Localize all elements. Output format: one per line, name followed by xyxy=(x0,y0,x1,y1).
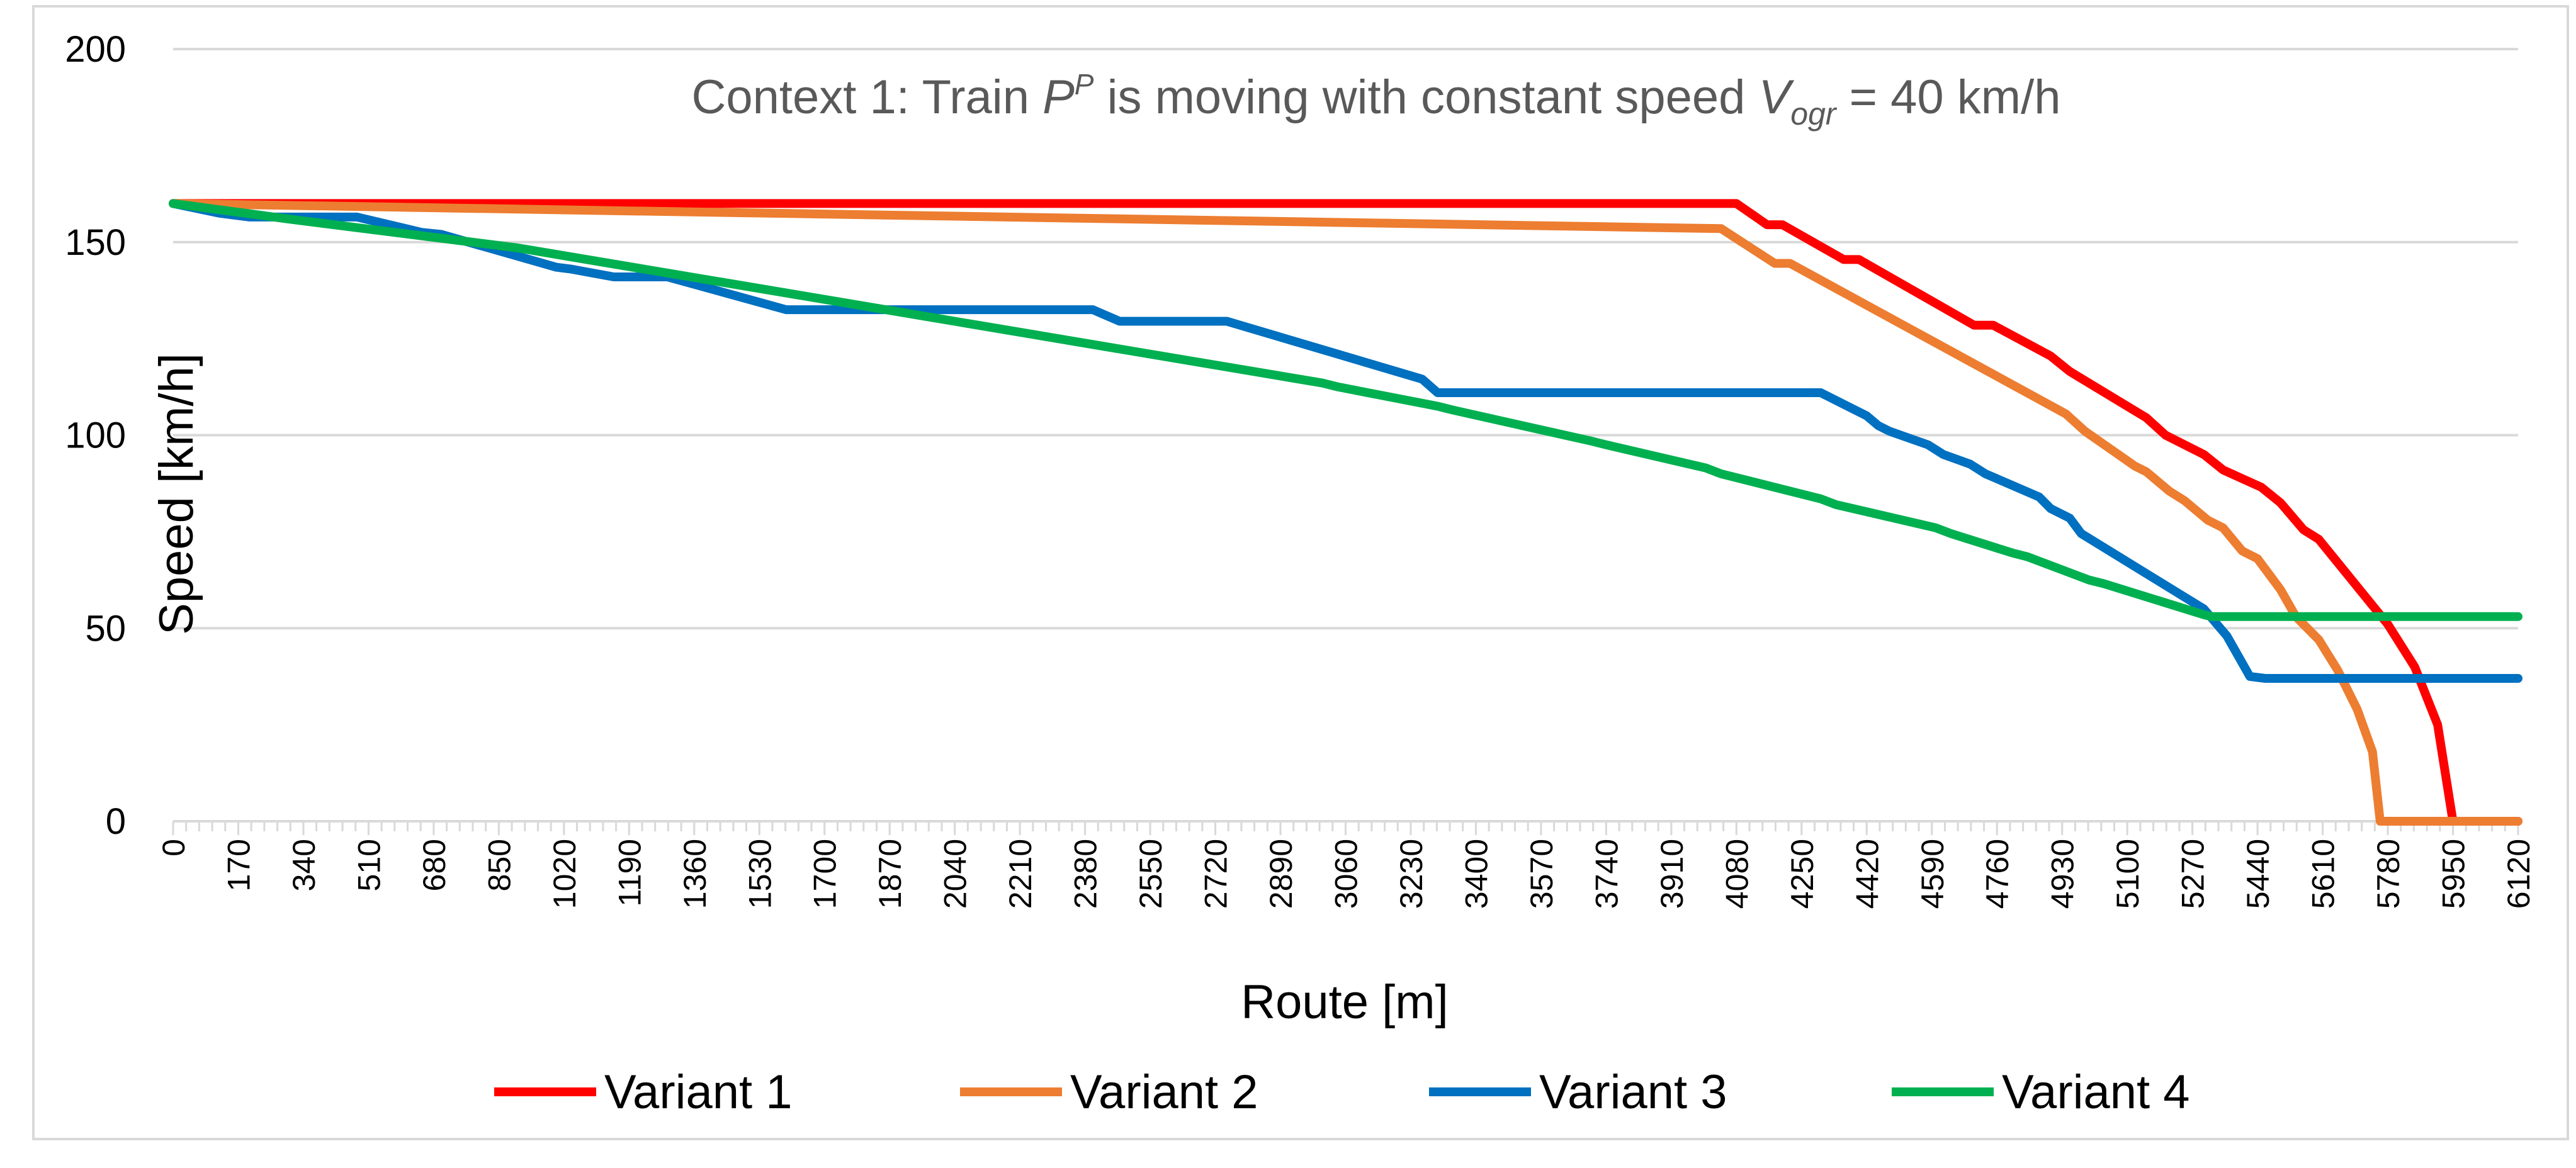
x-tick-label: 1360 xyxy=(677,839,713,909)
x-tick-label: 1190 xyxy=(612,839,647,907)
x-tick-label: 5780 xyxy=(2371,839,2406,909)
legend-label-variant-4: Variant 4 xyxy=(2002,1065,2190,1119)
x-tick-label: 2210 xyxy=(1003,839,1038,909)
x-tick-label: 5100 xyxy=(2110,839,2145,909)
x-tick-label: 2550 xyxy=(1133,839,1168,909)
chart-title: Context 1: Train PP is moving with const… xyxy=(691,68,2060,132)
x-tick-label: 2720 xyxy=(1199,839,1234,909)
chart-frame xyxy=(32,5,2569,1140)
x-tick-label: 510 xyxy=(351,839,387,891)
x-tick-label: 170 xyxy=(221,839,256,891)
x-tick-label: 4930 xyxy=(2045,839,2081,909)
x-tick-label: 1530 xyxy=(742,839,777,909)
x-axis-title: Route [m] xyxy=(1241,975,1448,1029)
legend: Variant 1 Variant 2 Variant 3 Variant 4 xyxy=(494,1065,2190,1119)
x-tick-label: 4760 xyxy=(1980,839,2015,909)
x-tick-label: 1020 xyxy=(547,839,582,909)
y-tick-label: 100 xyxy=(65,415,126,456)
x-tick-label: 2380 xyxy=(1068,839,1104,909)
x-tick-label: 1700 xyxy=(808,839,843,909)
x-tick-label: 4250 xyxy=(1785,839,1820,909)
x-tick-label: 4080 xyxy=(1719,839,1754,909)
series-line-variant-1 xyxy=(169,199,2522,826)
x-tick-label: 4590 xyxy=(1915,839,1950,909)
x-tick-label: 2040 xyxy=(938,839,973,909)
series-lines xyxy=(169,199,2522,826)
y-axis-ticks: 0 50 100 150 200 xyxy=(65,29,126,842)
x-tick-label: 5270 xyxy=(2176,839,2211,909)
y-tick-label: 50 xyxy=(85,608,126,649)
x-tick-label: 3570 xyxy=(1524,839,1559,909)
legend-label-variant-1: Variant 1 xyxy=(604,1065,793,1119)
x-tick-label: 5610 xyxy=(2306,839,2341,909)
legend-label-variant-3: Variant 3 xyxy=(1539,1065,1727,1119)
x-tick-label: 0 xyxy=(156,839,191,856)
legend-label-variant-2: Variant 2 xyxy=(1070,1065,1258,1119)
y-axis-title: Speed [km/h] xyxy=(150,353,203,635)
x-tick-label: 5440 xyxy=(2240,839,2276,909)
y-tick-label: 200 xyxy=(65,29,126,70)
y-tick-label: 0 xyxy=(106,801,126,842)
x-tick-label: 3740 xyxy=(1589,839,1624,909)
x-tick-label: 1870 xyxy=(873,839,908,909)
x-tick-label: 850 xyxy=(482,839,517,891)
x-tick-label: 340 xyxy=(286,839,322,891)
x-tick-label: 3400 xyxy=(1459,839,1494,909)
x-tick-label: 6120 xyxy=(2501,839,2536,909)
x-tick-label: 3230 xyxy=(1394,839,1429,909)
series-line-variant-4 xyxy=(169,199,2522,621)
y-tick-label: 150 xyxy=(65,222,126,263)
x-tick-label: 3060 xyxy=(1329,839,1364,909)
x-axis-ticks: 0 170 340 510 680 850 1020 1190 1360 1530 1700 1870… xyxy=(156,821,2536,909)
x-tick-label: 4420 xyxy=(1850,839,1885,909)
series-line-variant-2 xyxy=(169,199,2522,826)
x-tick-label: 5950 xyxy=(2436,839,2471,909)
x-tick-label: 680 xyxy=(417,839,452,891)
x-tick-label: 3910 xyxy=(1654,839,1690,909)
x-tick-label: 2890 xyxy=(1263,839,1299,909)
